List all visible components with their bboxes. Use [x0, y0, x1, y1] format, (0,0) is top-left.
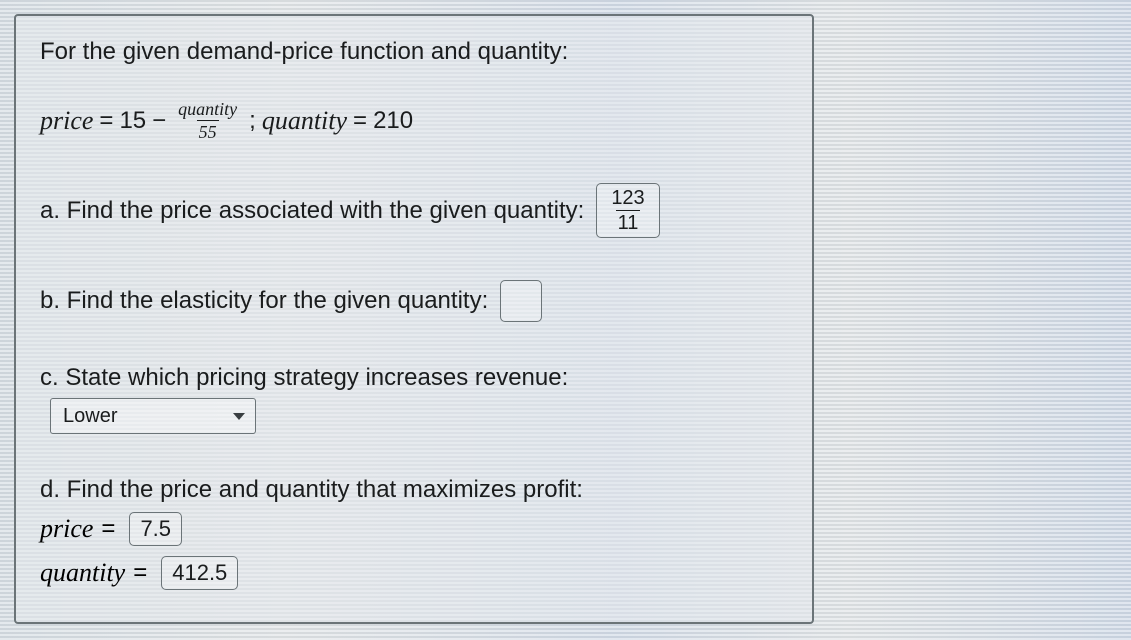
fraction-numerator: quantity	[176, 100, 239, 120]
part-b-line: b. Find the elasticity for the given qua…	[40, 280, 788, 322]
quantity-value: 210	[373, 107, 413, 135]
part-c-prompt: c. State which pricing strategy increase…	[40, 364, 568, 392]
part-a-answer-den: 11	[616, 210, 641, 233]
part-a-prompt: a. Find the price associated with the gi…	[40, 197, 584, 225]
part-d-prompt: d. Find the price and quantity that maxi…	[40, 476, 583, 504]
label-quantity: quantity	[40, 558, 125, 588]
separator: ;	[249, 107, 256, 135]
eq-sign-quantity: =	[133, 559, 147, 587]
intro-text: For the given demand-price function and …	[40, 38, 788, 66]
price-answer-box[interactable]: 7.5	[129, 512, 182, 546]
var-price: price	[40, 106, 93, 136]
const-15: 15	[119, 107, 146, 135]
fraction-denominator: 55	[197, 120, 219, 141]
part-d-prompt-line: d. Find the price and quantity that maxi…	[40, 476, 788, 504]
part-c-line: c. State which pricing strategy increase…	[40, 364, 788, 434]
var-quantity: quantity	[262, 106, 347, 136]
formula-line: price = 15 − quantity 55 ; quantity = 21…	[40, 100, 788, 141]
part-c-selected-value: Lower	[63, 405, 117, 428]
part-a-answer-num: 123	[609, 188, 646, 210]
part-a-answer-box[interactable]: 123 11	[596, 183, 659, 238]
quantity-answer-value: 412.5	[172, 560, 227, 586]
part-d-price-line: price = 7.5	[40, 512, 788, 546]
question-panel: For the given demand-price function and …	[14, 14, 814, 624]
part-b-answer-box[interactable]	[500, 280, 542, 322]
part-a-line: a. Find the price associated with the gi…	[40, 183, 788, 238]
label-price: price	[40, 514, 93, 544]
price-answer-value: 7.5	[140, 516, 171, 542]
eq-sign-price: =	[101, 515, 115, 543]
part-b-prompt: b. Find the elasticity for the given qua…	[40, 287, 488, 315]
part-d-quantity-line: quantity = 412.5	[40, 556, 788, 590]
fraction-q-over-55: quantity 55	[176, 100, 239, 141]
part-a-answer-fraction: 123 11	[609, 188, 646, 233]
chevron-down-icon	[233, 413, 245, 420]
eq-sign-2: =	[353, 107, 367, 135]
eq-sign: =	[99, 107, 113, 135]
part-c-select[interactable]: Lower	[50, 398, 256, 434]
minus-sign: −	[152, 107, 166, 135]
quantity-answer-box[interactable]: 412.5	[161, 556, 238, 590]
